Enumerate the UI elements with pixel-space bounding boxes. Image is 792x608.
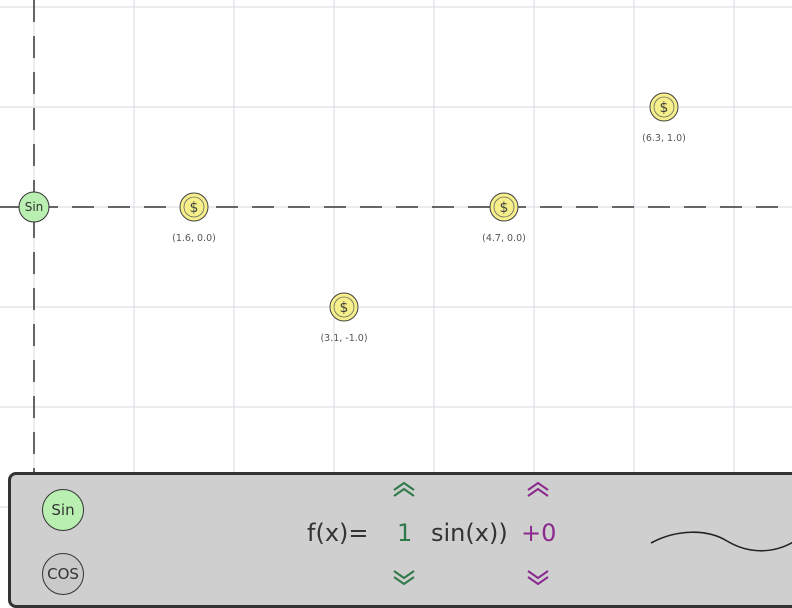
coin: $ (4.7, 0.0) — [482, 192, 526, 244]
function-panel: Sin COS f(x)= 1 sin(x)) +0 — [8, 472, 792, 608]
equation-coefficient[interactable]: 1 — [397, 519, 413, 547]
coin-rim — [183, 196, 205, 218]
coin: $ (6.3, 1.0) — [642, 92, 686, 144]
coin-rim — [493, 196, 515, 218]
equation-prefix: f(x)= — [307, 519, 369, 547]
coin-symbol: $ — [500, 200, 509, 216]
function-preview-wave — [650, 531, 792, 552]
offset-down-arrow-icon[interactable] — [525, 569, 551, 587]
coin-symbol: $ — [190, 200, 199, 216]
player-circle — [18, 191, 50, 223]
coin-coordinate-label: (3.1, -1.0) — [320, 333, 367, 344]
player-marker: Sin — [18, 191, 50, 223]
coin-rim — [653, 96, 675, 118]
equation-function: sin(x)) — [431, 519, 508, 547]
coin: $ (3.1, -1.0) — [320, 292, 368, 344]
coin-symbol: $ — [340, 300, 349, 316]
coefficient-up-arrow-icon[interactable] — [391, 480, 417, 498]
coefficient-down-arrow-icon[interactable] — [391, 569, 417, 587]
player-label: Sin — [25, 200, 44, 214]
cos-button[interactable]: COS — [42, 553, 84, 595]
coin: $ (1.6, 0.0) — [172, 192, 216, 244]
coin-coordinate-label: (4.7, 0.0) — [482, 233, 526, 244]
sin-button[interactable]: Sin — [42, 489, 84, 531]
coin-rim — [333, 296, 355, 318]
coin-coordinate-label: (6.3, 1.0) — [642, 133, 686, 144]
coin-coordinate-label: (1.6, 0.0) — [172, 233, 216, 244]
coin-symbol: $ — [660, 100, 669, 116]
equation-offset[interactable]: +0 — [521, 519, 557, 547]
offset-up-arrow-icon[interactable] — [525, 480, 551, 498]
